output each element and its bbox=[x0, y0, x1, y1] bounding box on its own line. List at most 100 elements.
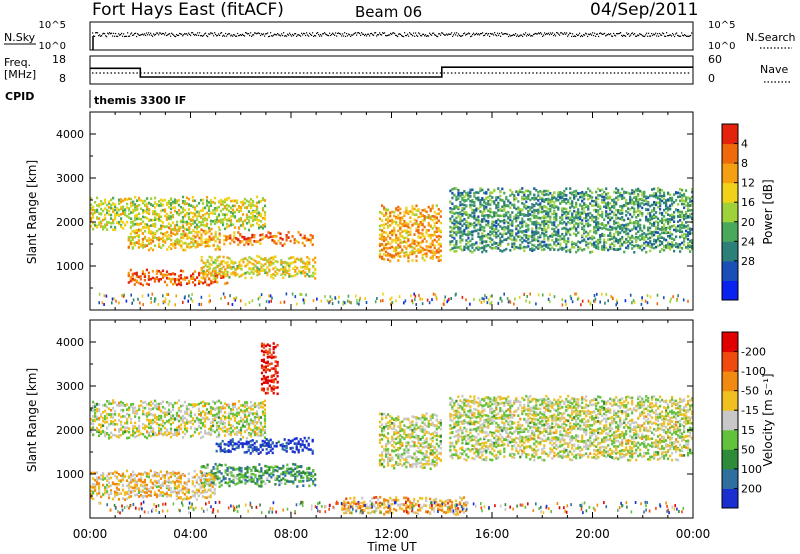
range-gate-cell bbox=[519, 247, 522, 250]
range-gate-cell bbox=[529, 190, 532, 194]
speckle-cell bbox=[200, 295, 203, 299]
range-gate-cell bbox=[139, 277, 142, 281]
range-gate-cell bbox=[228, 263, 231, 267]
range-gate-cell bbox=[243, 206, 247, 209]
range-gate-cell bbox=[138, 217, 141, 221]
nsky-sample bbox=[126, 35, 128, 37]
range-gate-cell bbox=[629, 200, 632, 204]
range-gate-cell bbox=[507, 216, 510, 219]
nsky-sample bbox=[680, 35, 682, 37]
nsky-sample bbox=[188, 32, 190, 34]
nsky-sample bbox=[179, 32, 181, 35]
range-gate-cell bbox=[533, 238, 536, 242]
range-gate-cell bbox=[233, 226, 237, 229]
nsky-sample bbox=[523, 33, 525, 35]
range-gate-cell bbox=[611, 237, 614, 240]
range-gate-cell bbox=[553, 217, 556, 221]
range-gate-cell bbox=[523, 191, 526, 194]
range-gate-cell bbox=[405, 209, 408, 212]
range-gate-cell bbox=[96, 208, 99, 212]
range-gate-cell bbox=[214, 248, 217, 251]
nsky-sample bbox=[628, 33, 630, 35]
range-gate-cell bbox=[134, 214, 137, 217]
range-gate-cell bbox=[144, 209, 147, 213]
range-gate-cell bbox=[625, 246, 628, 250]
range-gate-cell bbox=[387, 258, 390, 261]
range-gate-cell bbox=[497, 209, 500, 212]
range-gate-cell bbox=[300, 266, 303, 269]
speckle-cell bbox=[374, 300, 377, 304]
range-gate-cell bbox=[208, 244, 211, 248]
range-gate-cell bbox=[228, 276, 231, 279]
range-gate-cell bbox=[491, 238, 494, 242]
range-gate-cell bbox=[563, 200, 566, 203]
range-gate-cell bbox=[193, 199, 197, 203]
range-gate-cell bbox=[184, 278, 187, 281]
range-gate-cell bbox=[691, 241, 694, 245]
nsky-sample bbox=[356, 34, 358, 36]
range-gate-cell bbox=[459, 212, 462, 216]
range-gate-cell bbox=[541, 240, 544, 244]
range-gate-cell bbox=[158, 200, 161, 203]
nsky-sample bbox=[534, 33, 536, 35]
range-gate-cell bbox=[617, 191, 620, 194]
range-gate-cell bbox=[655, 240, 658, 244]
range-gate-cell bbox=[547, 200, 550, 203]
range-gate-cell bbox=[639, 198, 642, 201]
range-gate-cell bbox=[433, 230, 436, 234]
range-gate-cell bbox=[192, 281, 195, 284]
nsky-sample bbox=[243, 34, 245, 37]
speckle-cell bbox=[537, 293, 540, 297]
range-gate-cell bbox=[493, 227, 496, 231]
range-gate-cell bbox=[485, 223, 488, 227]
range-gate-cell bbox=[557, 248, 560, 252]
range-gate-cell bbox=[222, 265, 225, 269]
range-gate-cell bbox=[495, 242, 498, 245]
range-gate-cell bbox=[451, 208, 454, 211]
range-gate-cell bbox=[515, 245, 518, 249]
range-gate-cell bbox=[174, 241, 177, 245]
range-gate-cell bbox=[399, 207, 402, 211]
range-gate-cell bbox=[274, 274, 277, 277]
speckle-cell bbox=[164, 300, 166, 304]
range-gate-cell bbox=[98, 417, 101, 420]
nsky-sample bbox=[272, 35, 274, 37]
range-gate-cell bbox=[223, 242, 226, 246]
range-gate-cell bbox=[617, 211, 620, 214]
range-gate-cell bbox=[133, 235, 136, 239]
range-gate-cell bbox=[250, 257, 253, 260]
speckle-cell bbox=[414, 298, 416, 302]
range-gate-cell bbox=[399, 245, 402, 249]
range-gate-cell bbox=[637, 189, 640, 192]
range-gate-cell bbox=[659, 250, 662, 253]
range-gate-cell bbox=[98, 430, 101, 434]
range-gate-cell bbox=[655, 231, 658, 234]
range-gate-cell bbox=[148, 201, 151, 205]
nsky-sample bbox=[596, 33, 598, 35]
nsky-sample bbox=[687, 35, 689, 37]
range-gate-cell bbox=[565, 232, 568, 236]
range-gate-cell bbox=[675, 242, 678, 245]
range-gate-cell bbox=[525, 214, 528, 217]
nsky-sample bbox=[314, 34, 316, 37]
range-gate-cell bbox=[545, 206, 548, 209]
range-gate-cell bbox=[689, 213, 692, 216]
nsky-sample bbox=[363, 33, 365, 35]
range-gate-cell bbox=[118, 414, 121, 417]
range-gate-cell bbox=[513, 215, 516, 219]
range-gate-cell bbox=[477, 232, 480, 235]
range-gate-cell bbox=[251, 235, 254, 239]
range-gate-cell bbox=[511, 238, 514, 242]
nsky-sample bbox=[582, 35, 584, 37]
range-gate-cell bbox=[571, 191, 574, 195]
range-gate-cell bbox=[527, 197, 530, 200]
range-gate-cell bbox=[531, 230, 534, 233]
range-gate-cell bbox=[92, 227, 95, 231]
nsky-sample bbox=[597, 33, 599, 35]
range-gate-cell bbox=[217, 213, 221, 216]
speckle-cell bbox=[682, 298, 685, 302]
range-gate-cell bbox=[256, 261, 259, 264]
range-gate-cell bbox=[300, 257, 303, 261]
range-gate-cell bbox=[218, 255, 221, 259]
range-gate-cell bbox=[433, 222, 436, 225]
